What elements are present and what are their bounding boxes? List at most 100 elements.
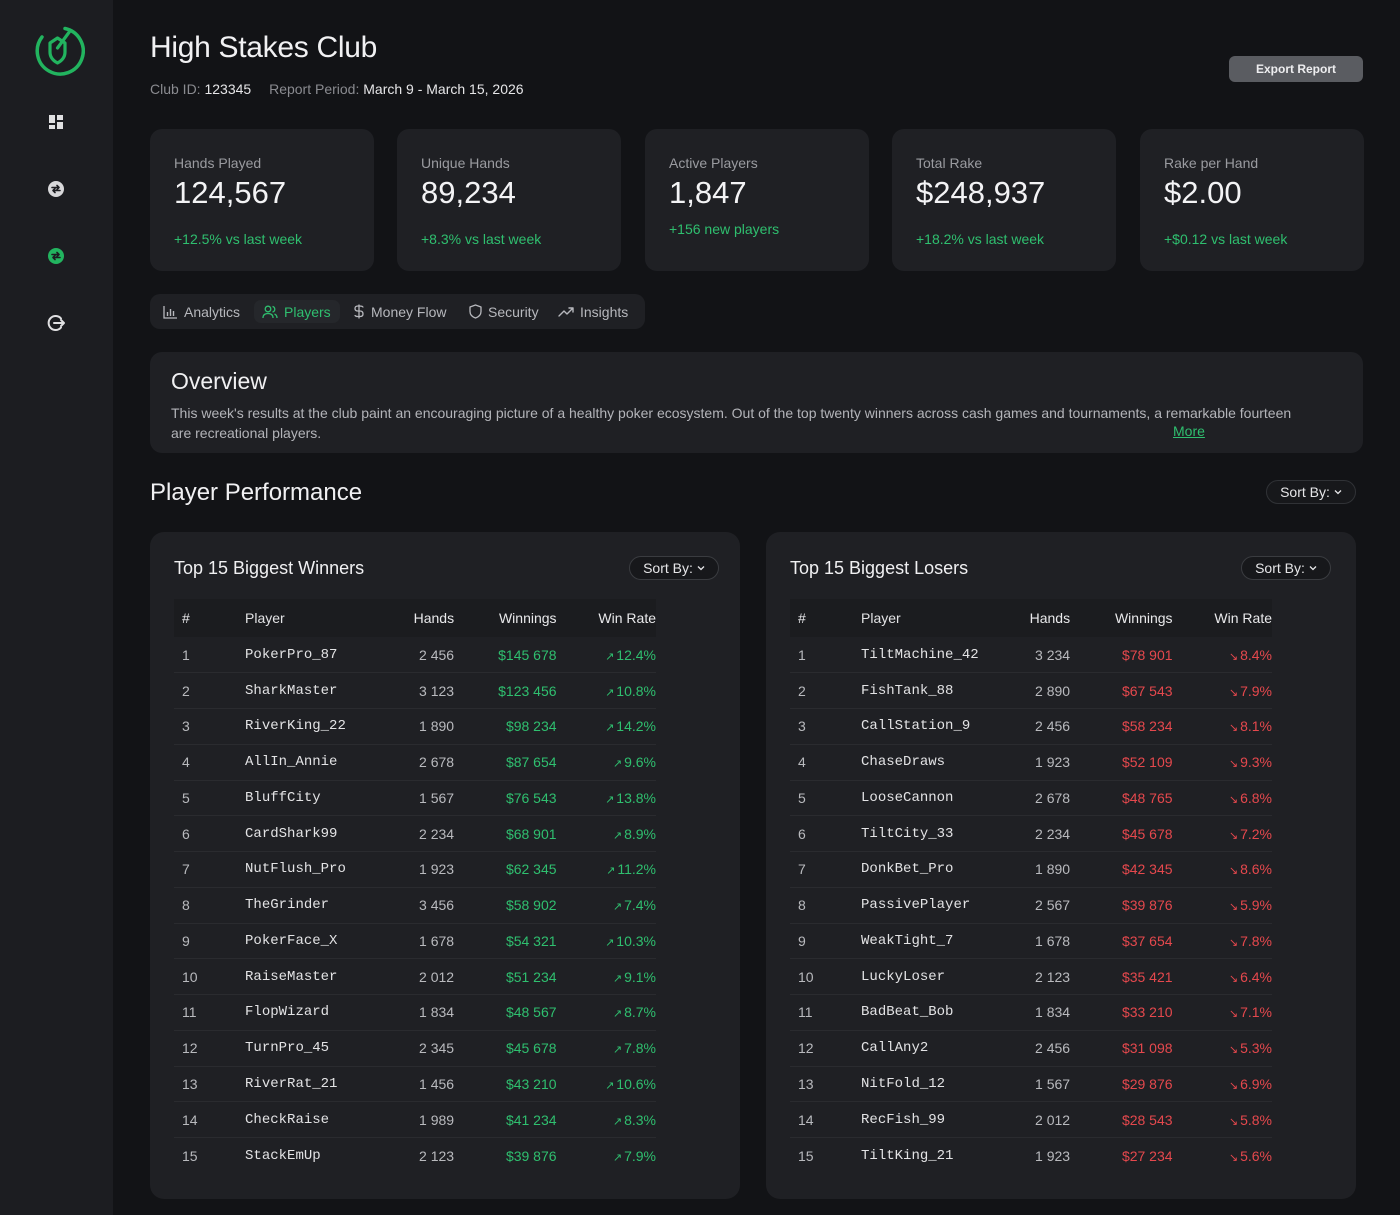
table-row[interactable]: 8 TheGrinder 3 456 $58 902 ↗ 7.4% bbox=[174, 886, 656, 923]
table-row[interactable]: 10 RaiseMaster 2 012 $51 234 ↗ 9.1% bbox=[174, 958, 656, 995]
table-row[interactable]: 13 NitFold_12 1 567 $29 876 ↘ 6.9% bbox=[790, 1065, 1272, 1102]
table-row[interactable]: 3 RiverKing_22 1 890 $98 234 ↗ 14.2% bbox=[174, 708, 656, 745]
win-rate-value: 7.8% bbox=[624, 1040, 656, 1057]
rank-cell: 1 bbox=[798, 646, 806, 663]
sort-by-button[interactable]: Sort By: bbox=[1266, 480, 1356, 504]
logout-icon[interactable] bbox=[45, 312, 67, 334]
stat-delta: +12.5% vs last week bbox=[174, 231, 303, 247]
win-rate-cell: ↗ 8.7% bbox=[556, 994, 656, 1031]
win-rate-value: 8.1% bbox=[1240, 718, 1272, 735]
win-rate-cell: ↗ 10.3% bbox=[556, 922, 656, 959]
table-row[interactable]: 2 FishTank_88 2 890 $67 543 ↘ 7.9% bbox=[790, 672, 1272, 709]
hands-cell: 3 234 bbox=[1035, 646, 1071, 663]
winnings-cell: $33 210 bbox=[1070, 994, 1173, 1031]
table-row[interactable]: 9 WeakTight_7 1 678 $37 654 ↘ 7.8% bbox=[790, 922, 1272, 959]
table-row[interactable]: 7 NutFlush_Pro 1 923 $62 345 ↗ 11.2% bbox=[174, 851, 656, 888]
trending-down-icon: ↘ bbox=[1228, 1079, 1239, 1092]
col-rank: # bbox=[798, 610, 806, 626]
tab-insights[interactable]: Insights bbox=[558, 300, 628, 323]
exchange-icon[interactable] bbox=[45, 178, 67, 200]
table-row[interactable]: 2 SharkMaster 3 123 $123 456 ↗ 10.8% bbox=[174, 672, 656, 709]
win-rate-cell: ↘ 5.3% bbox=[1172, 1029, 1272, 1066]
player-name-cell: RaiseMaster bbox=[245, 958, 386, 995]
winnings-cell: $68 901 bbox=[454, 815, 557, 852]
logo-icon[interactable] bbox=[30, 23, 85, 78]
table-row[interactable]: 10 LuckyLoser 2 123 $35 421 ↘ 6.4% bbox=[790, 958, 1272, 995]
tab-players[interactable]: Players bbox=[254, 300, 340, 323]
table-row[interactable]: 11 BadBeat_Bob 1 834 $33 210 ↘ 7.1% bbox=[790, 994, 1272, 1031]
winnings-cell: $98 234 bbox=[454, 708, 557, 745]
table-row[interactable]: 15 StackEmUp 2 123 $39 876 ↗ 7.9% bbox=[174, 1137, 656, 1174]
losers-table-body: 1 TiltMachine_42 3 234 $78 901 ↘ 8.4% 2 FishTan… bbox=[790, 637, 1272, 1174]
tab-label: Insights bbox=[580, 303, 629, 320]
trending-up-icon: ↗ bbox=[612, 1115, 623, 1128]
winnings-cell: $48 567 bbox=[454, 994, 557, 1031]
tab-analytics[interactable]: Analytics bbox=[163, 300, 240, 323]
stat-value: 89,234 bbox=[421, 175, 516, 210]
tab-money-flow[interactable]: Money Flow bbox=[353, 300, 446, 323]
col-winnings: Winnings bbox=[1114, 610, 1173, 626]
table-row[interactable]: 6 TiltCity_33 2 234 $45 678 ↘ 7.2% bbox=[790, 815, 1272, 852]
table-row[interactable]: 5 LooseCannon 2 678 $48 765 ↘ 6.8% bbox=[790, 779, 1272, 816]
table-row[interactable]: 12 CallAny2 2 456 $31 098 ↘ 5.3% bbox=[790, 1029, 1272, 1066]
bar-chart-icon bbox=[163, 305, 177, 319]
stat-label: Active Players bbox=[669, 155, 758, 171]
winnings-cell: $78 901 bbox=[1121, 646, 1173, 663]
table-row[interactable]: 3 CallStation_9 2 456 $58 234 ↘ 8.1% bbox=[790, 708, 1272, 745]
winnings-cell: $27 234 bbox=[1070, 1137, 1173, 1174]
tab-security[interactable]: Security bbox=[469, 300, 539, 323]
stat-card-active-players: Active Players 1,847 +156 new players bbox=[645, 129, 869, 271]
table-row[interactable]: 14 RecFish_99 2 012 $28 543 ↘ 5.8% bbox=[790, 1101, 1272, 1138]
transfer-icon[interactable] bbox=[45, 245, 67, 267]
player-name-cell: AllIn_Annie bbox=[245, 743, 386, 780]
player-name-cell: LuckyLoser bbox=[861, 958, 1002, 995]
table-row[interactable]: 12 TurnPro_45 2 345 $45 678 ↗ 7.8% bbox=[174, 1029, 656, 1066]
win-rate-value: 7.8% bbox=[1240, 932, 1272, 949]
chevron-down-icon bbox=[1309, 566, 1317, 571]
winners-panel: Top 15 Biggest Winners Sort By: # Player… bbox=[150, 532, 740, 1199]
table-row[interactable]: 4 AllIn_Annie 2 678 $87 654 ↗ 9.6% bbox=[174, 743, 656, 780]
table-row[interactable]: 6 CardShark99 2 234 $68 901 ↗ 8.9% bbox=[174, 815, 656, 852]
rank-cell: 15 bbox=[790, 1137, 862, 1174]
table-row[interactable]: 5 BluffCity 1 567 $76 543 ↗ 13.8% bbox=[174, 779, 656, 816]
table-row[interactable]: 7 DonkBet_Pro 1 890 $42 345 ↘ 8.6% bbox=[790, 851, 1272, 888]
trending-up-icon: ↗ bbox=[605, 686, 615, 699]
winnings-cell: $45 678 bbox=[454, 1029, 557, 1066]
rank-cell: 8 bbox=[174, 886, 246, 923]
player-name-cell: RiverRat_21 bbox=[245, 1065, 386, 1102]
winnings-cell: $48 765 bbox=[1070, 779, 1173, 816]
win-rate-value: 9.6% bbox=[624, 754, 656, 771]
table-row[interactable]: 8 PassivePlayer 2 567 $39 876 ↘ 5.9% bbox=[790, 886, 1272, 923]
trending-down-icon: ↘ bbox=[1228, 1044, 1239, 1057]
stat-card-unique-hands: Unique Hands 89,234 +8.3% vs last week bbox=[397, 129, 621, 271]
dashboard-icon[interactable] bbox=[45, 111, 67, 133]
table-row[interactable]: 1 PokerPro_87 2 456 $145 678 ↗ 12.4% bbox=[174, 637, 656, 673]
table-row[interactable]: 11 FlopWizard 1 834 $48 567 ↗ 8.7% bbox=[174, 994, 656, 1031]
table-row[interactable]: 4 ChaseDraws 1 923 $52 109 ↘ 9.3% bbox=[790, 743, 1272, 780]
overview-more-link[interactable]: More bbox=[1173, 423, 1205, 439]
winners-sort-button[interactable]: Sort By: bbox=[629, 556, 719, 580]
section-title: Player Performance bbox=[150, 479, 363, 506]
stat-label: Hands Played bbox=[174, 155, 262, 171]
hands-cell: 2 456 bbox=[1001, 708, 1071, 745]
export-report-button[interactable]: Export Report bbox=[1229, 56, 1363, 82]
rank-cell: 9 bbox=[174, 922, 246, 959]
rank-cell: 3 bbox=[790, 708, 862, 745]
table-row[interactable]: 15 TiltKing_21 1 923 $27 234 ↘ 5.6% bbox=[790, 1137, 1272, 1174]
table-row[interactable]: 9 PokerFace_X 1 678 $54 321 ↗ 10.3% bbox=[174, 922, 656, 959]
trending-down-icon: ↘ bbox=[1228, 972, 1239, 985]
table-row[interactable]: 14 CheckRaise 1 989 $41 234 ↗ 8.3% bbox=[174, 1101, 656, 1138]
tab-label: Analytics bbox=[184, 303, 241, 320]
win-rate-cell: ↗ 9.6% bbox=[556, 743, 656, 780]
table-row[interactable]: 13 RiverRat_21 1 456 $43 210 ↗ 10.6% bbox=[174, 1065, 656, 1102]
table-row[interactable]: 1 TiltMachine_42 3 234 $78 901 ↘ 8.4% bbox=[790, 637, 1272, 673]
winnings-cell: $67 543 bbox=[1070, 672, 1173, 709]
report-period-value: March 9 - March 15, 2026 bbox=[363, 81, 524, 97]
hands-cell: 2 234 bbox=[1001, 815, 1071, 852]
trending-up-icon: ↗ bbox=[605, 722, 615, 735]
win-rate-value: 8.4% bbox=[1240, 646, 1272, 663]
trending-up-icon: ↗ bbox=[612, 758, 623, 771]
winnings-cell: $76 543 bbox=[454, 779, 557, 816]
losers-sort-button[interactable]: Sort By: bbox=[1241, 556, 1331, 580]
hands-cell: 1 923 bbox=[1001, 743, 1071, 780]
